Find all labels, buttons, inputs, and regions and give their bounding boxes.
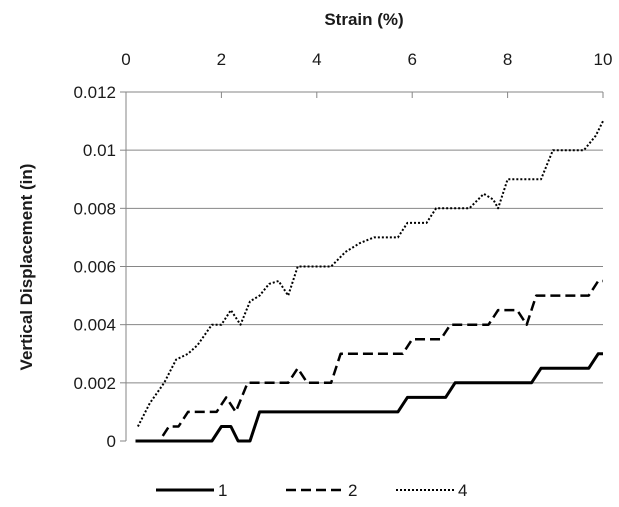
y-tick-label: 0.01 [83,141,116,160]
x-tick-label: 0 [121,50,130,69]
y-tick-labels: 0 0.002 0.004 0.006 0.008 0.01 0.012 [73,83,116,451]
legend-label-1: 1 [218,481,227,500]
y-tick-label: 0 [107,432,116,451]
x-tick-label: 6 [407,50,416,69]
y-tick-label: 0.004 [73,316,116,335]
series-line-2 [135,279,603,443]
axes [120,91,604,442]
y-tick-label: 0.006 [73,258,116,277]
x-tick-label: 8 [503,50,512,69]
series-line-1 [135,352,603,443]
x-tick-label: 2 [217,50,226,69]
legend: 1 2 4 [156,481,467,500]
series-line-4 [137,120,604,427]
y-tick-label: 0.012 [73,83,116,102]
x-tick-label: 10 [594,50,613,69]
x-axis-title: Strain (%) [324,10,403,29]
x-tick-labels: 0 2 4 6 8 10 [121,50,612,69]
x-tick-label: 4 [312,50,321,69]
y-tick-label: 0.008 [73,199,116,218]
legend-label-2: 2 [348,481,357,500]
y-tick-label: 0.002 [73,374,116,393]
series-lines [135,120,604,443]
y-axis-title: Vertical Displacement (in) [17,164,36,371]
legend-label-4: 4 [458,481,467,500]
gridlines [126,91,603,384]
